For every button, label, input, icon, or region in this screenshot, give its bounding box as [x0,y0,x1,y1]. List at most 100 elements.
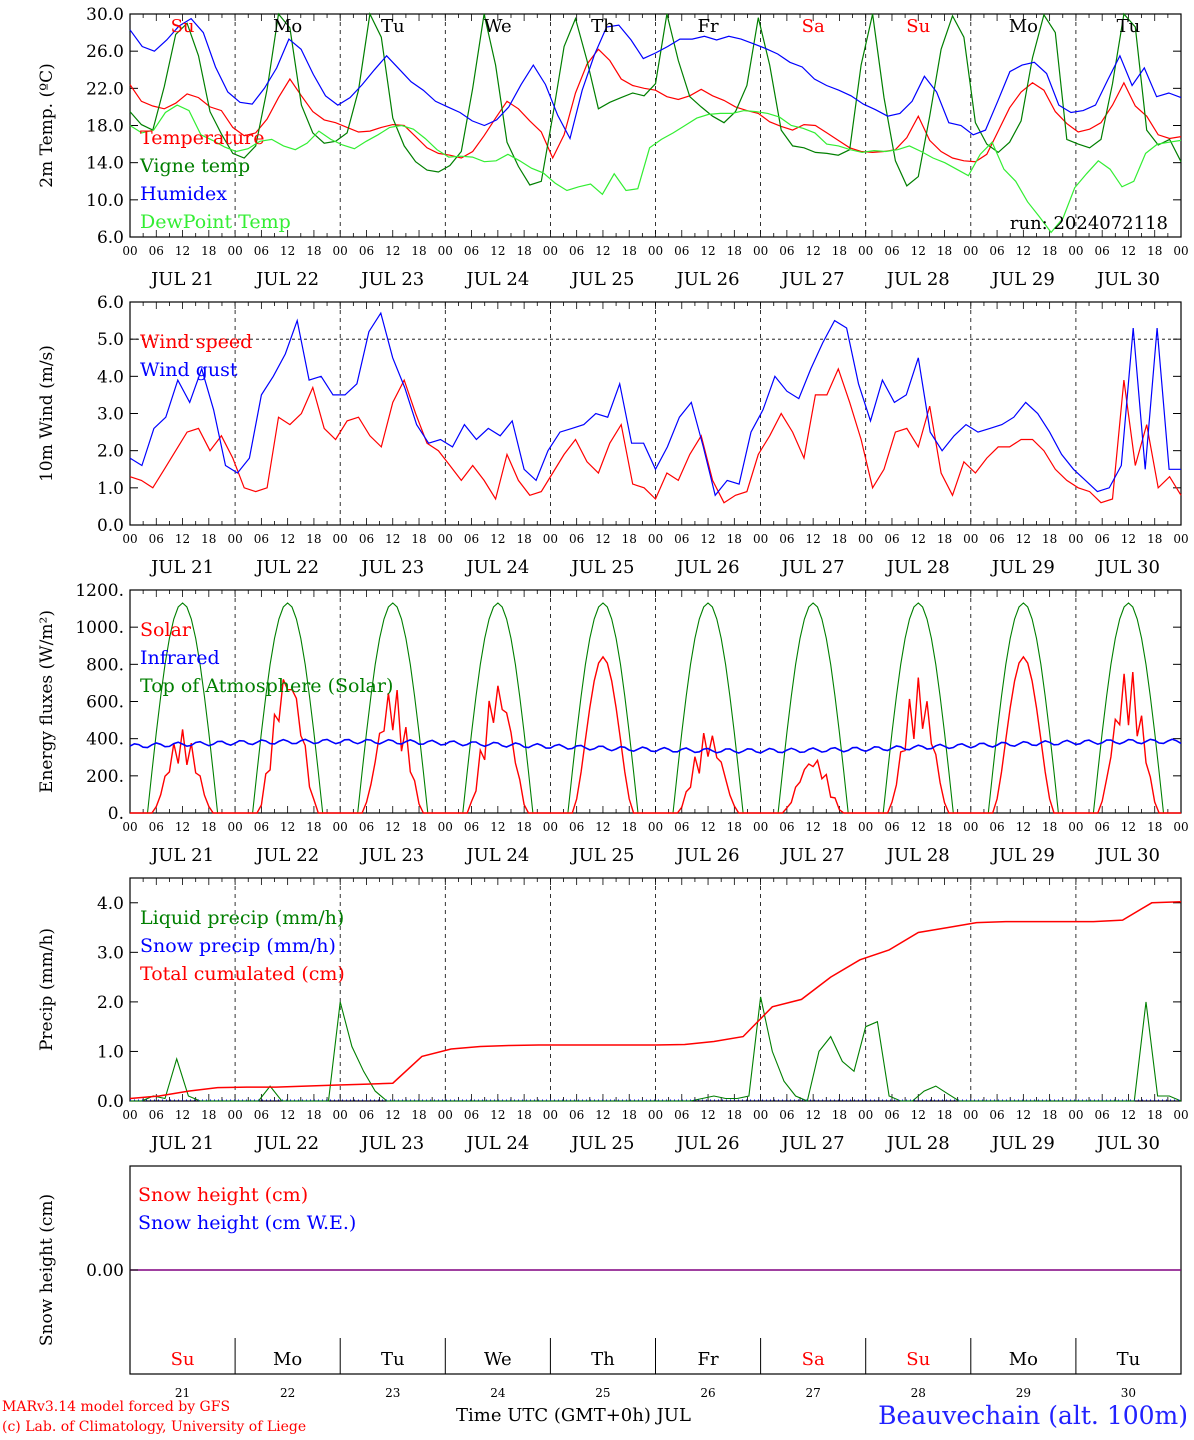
series-line [129,17,1182,141]
hour-tick-label: 12 [1121,1108,1136,1122]
hour-tick-label: 06 [359,244,374,258]
y-tick-label: 22.0 [86,79,124,99]
hour-tick-label: 18 [832,1108,847,1122]
hour-tick-label: 18 [727,532,742,546]
y-axis-title: 10m Wind (m/s) [37,345,57,482]
weekday-label: Fr [698,16,719,37]
y-tick-label: 1200. [75,581,124,601]
hour-tick-label: 18 [832,820,847,834]
panel-5: 0.00 Snow height (cm) Snow height (cm) Snow… [37,1165,1182,1400]
y-tick-label: 1000. [75,618,124,638]
day-number-label: 29 [1016,1386,1031,1400]
hour-tick-label: 06 [779,244,794,258]
weekday-label: Mo [1009,16,1038,37]
hour-tick-label: 06 [464,532,479,546]
y-axis-title: Snow height (cm) [37,1194,57,1346]
hour-tick-label: 12 [175,244,190,258]
hour-tick-label: 18 [516,244,531,258]
y-tick-label: 400. [86,730,124,750]
hour-tick-label: 18 [832,244,847,258]
hour-tick-label: 18 [727,1108,742,1122]
hour-tick-label: 06 [1095,1108,1110,1122]
hour-tick-label: 12 [280,244,295,258]
date-label: JUL 25 [569,845,634,866]
hour-tick-label: 12 [490,820,505,834]
hour-tick-label: 06 [1095,532,1110,546]
hour-tick-label: 06 [464,244,479,258]
date-label: JUL 23 [359,557,424,578]
legend-entry: DewPoint Temp [140,211,291,233]
hour-tick-label: 12 [595,244,610,258]
hour-tick-label: 18 [1147,532,1162,546]
hour-tick-label: 00 [753,1108,768,1122]
hour-tick-label: 18 [411,244,426,258]
day-number-label: 26 [700,1386,715,1400]
weekday-label: We [484,16,512,37]
hour-tick-label: 00 [1068,532,1083,546]
hour-tick-label: 18 [622,820,637,834]
hour-tick-label: 18 [937,244,952,258]
hour-tick-label: 06 [989,244,1004,258]
hour-tick-label: 00 [438,1108,453,1122]
y-tick-label: 4.0 [97,894,124,914]
weekday-label: We [484,1349,512,1370]
hour-tick-label: 06 [569,532,584,546]
hour-tick-label: 18 [1147,244,1162,258]
hour-tick-label: 06 [674,532,689,546]
date-label: JUL 22 [254,1133,319,1154]
y-tick-label: 4.0 [97,367,124,387]
y-tick-label: 2.0 [97,442,124,462]
hour-tick-label: 00 [333,1108,348,1122]
hour-tick-label: 12 [280,1108,295,1122]
hour-tick-label: 12 [700,532,715,546]
legend-entry: Snow height (cm W.E.) [138,1212,356,1234]
legend-entry: Total cumulated (cm) [140,963,345,985]
weekday-label: Su [171,16,195,37]
hour-tick-label: 06 [464,820,479,834]
weekday-label: Su [171,1349,195,1370]
date-label: JUL 28 [885,1133,950,1154]
hour-tick-label: 12 [806,244,821,258]
date-label: JUL 22 [254,845,319,866]
hour-tick-label: 06 [254,244,269,258]
hour-tick-label: 00 [438,244,453,258]
panel-2: 00 06 12 18 JUL 21 00 06 12 18 JUL 22 00 06 12 18 JUL … [37,293,1189,578]
hour-tick-label: 00 [1068,244,1083,258]
hour-tick-label: 12 [700,244,715,258]
hour-tick-label: 18 [306,820,321,834]
hour-tick-label: 12 [385,820,400,834]
panel-4: 00 06 12 18 JUL 21 00 06 12 18 JUL 22 00 06 12 18 JUL … [37,877,1189,1154]
date-label: JUL 24 [464,845,529,866]
hour-tick-label: 06 [569,820,584,834]
hour-tick-label: 12 [806,820,821,834]
hour-tick-label: 06 [1095,820,1110,834]
hour-tick-label: 00 [1173,532,1188,546]
day-number-label: 25 [595,1386,610,1400]
hour-tick-label: 18 [306,532,321,546]
hour-tick-label: 06 [884,244,899,258]
day-number-label: 30 [1121,1386,1136,1400]
y-tick-label: 30.0 [86,5,124,25]
date-label: JUL 29 [990,845,1055,866]
hour-tick-label: 18 [937,532,952,546]
date-label: JUL 22 [254,269,319,290]
legend-entry: Snow height (cm) [138,1184,308,1206]
hour-tick-label: 06 [674,1108,689,1122]
hour-tick-label: 00 [227,244,242,258]
hour-tick-label: 06 [254,532,269,546]
hour-tick-label: 12 [490,244,505,258]
legend-entry: Humidex [140,183,227,205]
hour-tick-label: 06 [989,532,1004,546]
legend-entry: Snow precip (mm/h) [140,935,336,957]
date-label: JUL 28 [885,269,950,290]
hour-tick-label: 18 [201,532,216,546]
hour-tick-label: 06 [464,1108,479,1122]
hour-tick-label: 18 [1042,820,1057,834]
series-line [129,12,1182,187]
y-tick-label: 200. [86,767,124,787]
weekday-label: Fr [698,1349,719,1370]
y-tick-label: 0.0 [97,1092,124,1112]
hour-tick-label: 00 [1068,1108,1083,1122]
panel-3: 00 06 12 18 JUL 21 00 06 12 18 JUL 22 00 06 12 18 JUL … [37,581,1189,866]
series-line [130,655,1181,814]
